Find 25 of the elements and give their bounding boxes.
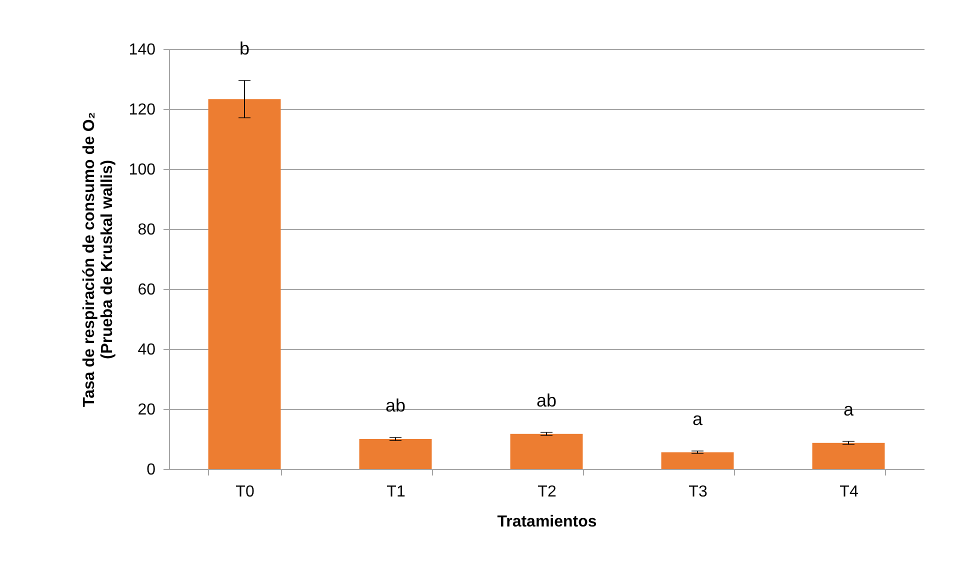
y-tick-label: 40 [138, 342, 156, 358]
y-tick-label: 20 [138, 402, 156, 418]
bar [359, 439, 432, 469]
annotation: a [692, 409, 704, 429]
y-tick-label: 80 [138, 222, 156, 238]
y-tick-label: 60 [138, 282, 156, 298]
x-tick-label: T3 [688, 484, 708, 500]
bar [510, 434, 583, 469]
x-tick-label: T4 [840, 484, 858, 500]
annotation: ab [385, 396, 406, 416]
x-tick-label: T1 [386, 484, 406, 500]
annotation: a [843, 399, 854, 420]
x-tick-label: T2 [538, 484, 556, 500]
annotation: b [239, 38, 250, 58]
y-axis-title: Tasa de respiración de consumo de O₂ (Prueba de Kruskal wallis) [80, 112, 116, 407]
y-tick-label: 100 [128, 162, 156, 178]
bar [812, 442, 885, 469]
bar [208, 99, 281, 469]
y-tick-label: 140 [128, 42, 156, 58]
annotation: ab [536, 390, 557, 410]
y-tick-label: 0 [146, 462, 156, 478]
y-tick-label: 120 [128, 102, 156, 118]
x-tick-label: T0 [236, 484, 254, 500]
bar [661, 452, 734, 469]
x-axis-title: Tratamientos [497, 514, 597, 530]
